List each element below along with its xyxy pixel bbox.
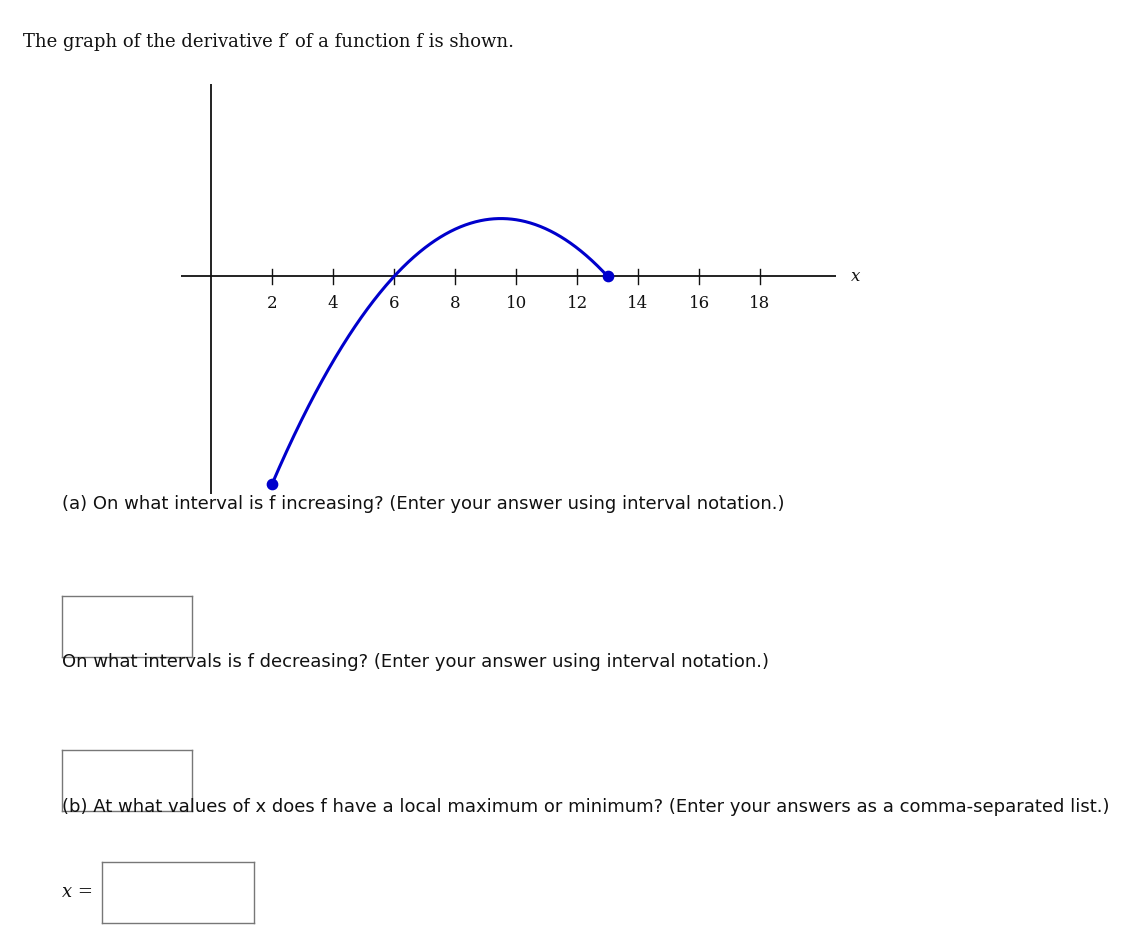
Text: The graph of the derivative f′ of a function f is shown.: The graph of the derivative f′ of a func… [23,33,514,50]
Text: 10: 10 [505,295,527,311]
Text: 2: 2 [267,295,278,311]
Text: 16: 16 [688,295,710,311]
Point [599,268,617,283]
Text: 12: 12 [566,295,588,311]
Text: 18: 18 [749,295,771,311]
Text: On what intervals is f decreasing? (Enter your answer using interval notation.): On what intervals is f decreasing? (Ente… [62,653,770,671]
Text: 14: 14 [627,295,649,311]
Text: 6: 6 [389,295,399,311]
Text: x =: x = [62,884,93,901]
Text: (a) On what interval is f increasing? (Enter your answer using interval notation: (a) On what interval is f increasing? (E… [62,495,784,513]
Point [263,476,281,491]
Text: 8: 8 [450,295,460,311]
Text: 4: 4 [328,295,339,311]
Text: (b) At what values of x does f have a local maximum or minimum? (Enter your answ: (b) At what values of x does f have a lo… [62,798,1110,816]
Text: x: x [851,267,861,285]
